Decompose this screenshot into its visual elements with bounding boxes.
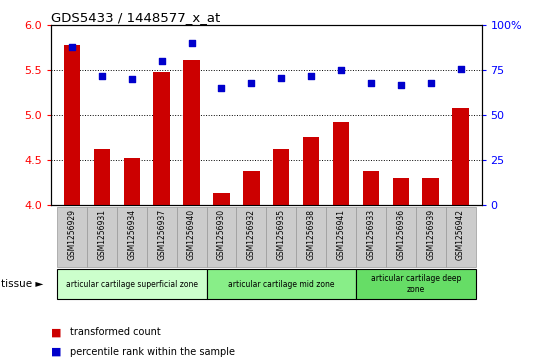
Text: GSM1256938: GSM1256938: [307, 209, 316, 260]
Text: GSM1256939: GSM1256939: [426, 209, 435, 260]
Bar: [57, 269, 207, 299]
Bar: [266, 207, 296, 267]
Bar: [153, 72, 170, 205]
Bar: [273, 150, 289, 205]
Bar: [303, 137, 320, 205]
Point: [217, 85, 226, 91]
Bar: [124, 158, 140, 205]
Text: GSM1256930: GSM1256930: [217, 209, 226, 260]
Point: [427, 80, 435, 86]
Text: GSM1256942: GSM1256942: [456, 209, 465, 260]
Bar: [296, 207, 326, 267]
Text: ■: ■: [51, 347, 62, 357]
Point: [158, 58, 166, 64]
Point: [128, 76, 136, 82]
Point: [277, 75, 286, 81]
Bar: [147, 207, 176, 267]
Text: GSM1256931: GSM1256931: [97, 209, 107, 260]
Text: GSM1256937: GSM1256937: [157, 209, 166, 260]
Point: [366, 80, 375, 86]
Bar: [386, 207, 416, 267]
Text: GSM1256936: GSM1256936: [397, 209, 405, 260]
Bar: [393, 178, 409, 205]
Bar: [326, 207, 356, 267]
Text: GSM1256934: GSM1256934: [128, 209, 136, 260]
Bar: [176, 207, 207, 267]
Text: percentile rank within the sample: percentile rank within the sample: [70, 347, 235, 357]
Bar: [356, 207, 386, 267]
Text: ■: ■: [51, 327, 62, 337]
Bar: [207, 269, 356, 299]
Text: articular cartilage superficial zone: articular cartilage superficial zone: [66, 280, 198, 289]
Bar: [64, 45, 80, 205]
Text: articular cartilage mid zone: articular cartilage mid zone: [228, 280, 335, 289]
Text: articular cartilage deep
zone: articular cartilage deep zone: [371, 274, 461, 294]
Bar: [452, 108, 469, 205]
Bar: [183, 60, 200, 205]
Point: [397, 82, 405, 87]
Bar: [333, 122, 349, 205]
Point: [68, 44, 76, 50]
Point: [456, 66, 465, 72]
Text: tissue ►: tissue ►: [1, 279, 44, 289]
Text: GSM1256940: GSM1256940: [187, 209, 196, 260]
Text: GSM1256932: GSM1256932: [247, 209, 256, 260]
Bar: [356, 269, 476, 299]
Bar: [422, 178, 439, 205]
Bar: [213, 192, 230, 205]
Text: GSM1256933: GSM1256933: [366, 209, 376, 260]
Bar: [57, 207, 87, 267]
Point: [97, 73, 106, 79]
Bar: [243, 171, 259, 205]
Bar: [207, 207, 236, 267]
Point: [187, 40, 196, 46]
Text: GSM1256929: GSM1256929: [68, 209, 76, 260]
Bar: [416, 207, 445, 267]
Bar: [94, 150, 110, 205]
Point: [247, 80, 256, 86]
Bar: [117, 207, 147, 267]
Text: GSM1256935: GSM1256935: [277, 209, 286, 260]
Point: [307, 73, 315, 79]
Text: transformed count: transformed count: [70, 327, 161, 337]
Bar: [236, 207, 266, 267]
Text: GSM1256941: GSM1256941: [337, 209, 345, 260]
Point: [337, 68, 345, 73]
Bar: [445, 207, 476, 267]
Bar: [363, 171, 379, 205]
Text: GDS5433 / 1448577_x_at: GDS5433 / 1448577_x_at: [51, 11, 221, 24]
Bar: [87, 207, 117, 267]
